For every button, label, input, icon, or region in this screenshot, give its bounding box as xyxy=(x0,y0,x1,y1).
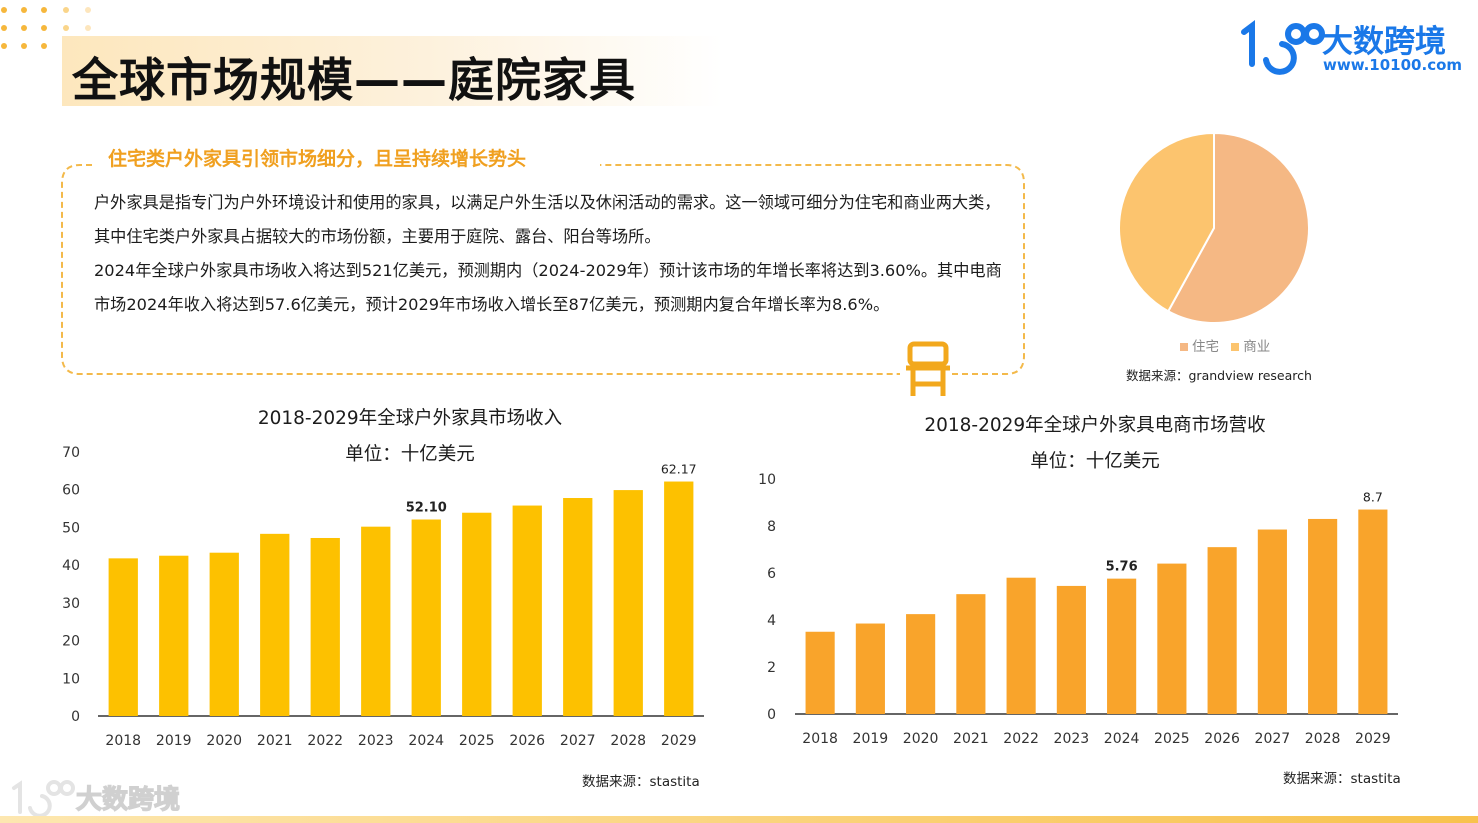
bar-2029 xyxy=(664,481,694,716)
y-tick-label: 0 xyxy=(767,707,776,723)
bar-2020 xyxy=(906,614,936,714)
legend-swatch-residential xyxy=(1180,343,1188,351)
watermark-logo-icon: 大数跨境 xyxy=(12,780,181,818)
y-tick-label: 60 xyxy=(62,483,80,499)
y-tick-label: 30 xyxy=(62,596,80,612)
bar-2021 xyxy=(956,594,986,714)
x-tick-label: 2022 xyxy=(307,733,343,749)
pie-slice-residential xyxy=(1166,131,1310,324)
x-tick-label: 2028 xyxy=(610,733,646,749)
brand-name: 大数跨境 xyxy=(1322,24,1446,60)
bar-2019 xyxy=(159,555,189,716)
pie-legend: 住宅 商业 xyxy=(1180,335,1278,355)
bar-2024 xyxy=(1107,578,1137,714)
bar-2027 xyxy=(563,498,593,716)
legend-item-residential: 住宅 xyxy=(1180,339,1219,355)
legend-label-residential: 住宅 xyxy=(1192,339,1219,355)
data-label: 62.17 xyxy=(661,462,697,477)
pie-chart xyxy=(1100,120,1330,390)
brand-logo-icon xyxy=(1241,20,1325,75)
x-tick-label: 2025 xyxy=(459,733,495,749)
y-tick-label: 70 xyxy=(62,445,80,461)
x-tick-label: 2021 xyxy=(953,731,989,747)
chart2-bar-chart: 0 2 4 6 8 10 2018 2019 2020 2021 2022 2023 2024 5.76 2… xyxy=(758,472,1398,747)
page-title: 全球市场规模——庭院家具 xyxy=(72,53,636,107)
bar-2027 xyxy=(1257,529,1287,714)
chart2-source: 数据来源：stastita xyxy=(1283,771,1401,787)
legend-label-commercial: 商业 xyxy=(1243,339,1271,355)
bar-2021 xyxy=(260,533,290,716)
x-tick-label: 2018 xyxy=(105,733,141,749)
chart1-title: 2018-2029年全球户外家具市场收入 xyxy=(257,408,563,429)
y-tick-label: 8 xyxy=(767,519,776,535)
x-tick-label: 2024 xyxy=(408,733,444,749)
y-tick-label: 10 xyxy=(62,671,80,687)
x-tick-label: 2021 xyxy=(257,733,293,749)
chart2-subtitle: 单位：十亿美元 xyxy=(1030,451,1160,472)
bar-2028 xyxy=(1308,518,1338,714)
chair-icon xyxy=(906,341,950,396)
legend-item-commercial: 商业 xyxy=(1231,339,1270,355)
bar-2018 xyxy=(108,558,138,716)
x-tick-label: 2027 xyxy=(1255,731,1291,747)
x-tick-label: 2019 xyxy=(853,731,889,747)
bar-2025 xyxy=(462,512,492,716)
x-tick-label: 2023 xyxy=(358,733,394,749)
x-tick-label: 2024 xyxy=(1104,731,1140,747)
x-tick-label: 2029 xyxy=(1355,731,1391,747)
bar-2025 xyxy=(1157,563,1187,714)
pie-source: 数据来源：grandview research xyxy=(1126,368,1312,383)
y-tick-label: 40 xyxy=(62,558,80,574)
data-label: 52.10 xyxy=(406,501,447,516)
bar-2028 xyxy=(613,490,643,716)
watermark-text: 大数跨境 xyxy=(76,784,180,815)
data-label: 8.7 xyxy=(1363,490,1383,505)
bottom-accent-bar xyxy=(0,816,1478,823)
x-tick-label: 2020 xyxy=(903,731,939,747)
data-label: 5.76 xyxy=(1106,560,1138,575)
brand-url[interactable]: www.10100.com xyxy=(1323,56,1463,74)
bar-2022 xyxy=(310,537,340,716)
x-tick-label: 2018 xyxy=(802,731,838,747)
bar-2020 xyxy=(209,552,239,716)
bar-2018 xyxy=(805,631,835,714)
bar-2026 xyxy=(512,505,542,716)
bar-2023 xyxy=(1056,585,1086,714)
y-tick-label: 0 xyxy=(71,709,80,725)
legend-swatch-commercial xyxy=(1231,343,1240,351)
bar-2024 xyxy=(411,519,441,716)
y-tick-label: 6 xyxy=(767,566,776,582)
y-tick-label: 4 xyxy=(767,613,776,629)
y-tick-label: 50 xyxy=(62,520,80,536)
summary-heading: 住宅类户外家具引领市场细分，且呈持续增长势头 xyxy=(100,144,535,171)
x-tick-label: 2027 xyxy=(560,733,596,749)
chart1-bar-chart: 0 10 20 30 40 50 60 70 2018 2019 2020 2021 2022 2023 2… xyxy=(62,445,704,749)
x-tick-label: 2028 xyxy=(1305,731,1341,747)
x-tick-label: 2023 xyxy=(1054,731,1090,747)
x-tick-label: 2019 xyxy=(156,733,192,749)
x-tick-label: 2026 xyxy=(1204,731,1240,747)
bar-2022 xyxy=(1006,577,1036,714)
bar-2023 xyxy=(361,526,391,716)
chart1-source: 数据来源：stastita xyxy=(582,774,700,790)
summary-body: 户外家具是指专门为户外环境设计和使用的家具，以满足户外生活以及休闲活动的需求。这… xyxy=(94,186,1004,322)
bar-2019 xyxy=(855,623,885,714)
chart1-subtitle: 单位：十亿美元 xyxy=(345,444,475,465)
chart2-title: 2018-2029年全球户外家具电商市场营收 xyxy=(924,415,1266,436)
pie-slice-commercial xyxy=(1118,131,1215,313)
y-tick-label: 10 xyxy=(758,472,776,488)
x-tick-label: 2029 xyxy=(661,733,697,749)
title-highlight-band xyxy=(62,36,722,106)
x-tick-label: 2026 xyxy=(509,733,545,749)
bar-2029 xyxy=(1358,509,1388,714)
summary-paragraph-1: 户外家具是指专门为户外环境设计和使用的家具，以满足户外生活以及休闲活动的需求。这… xyxy=(94,193,1001,246)
x-tick-label: 2020 xyxy=(206,733,242,749)
y-tick-label: 20 xyxy=(62,634,80,650)
bar-2026 xyxy=(1207,547,1237,714)
summary-paragraph-2: 2024年全球户外家具市场收入将达到521亿美元，预测期内（2024-2029年… xyxy=(94,261,1002,314)
x-tick-label: 2025 xyxy=(1154,731,1190,747)
x-tick-label: 2022 xyxy=(1003,731,1039,747)
y-tick-label: 2 xyxy=(767,660,776,676)
